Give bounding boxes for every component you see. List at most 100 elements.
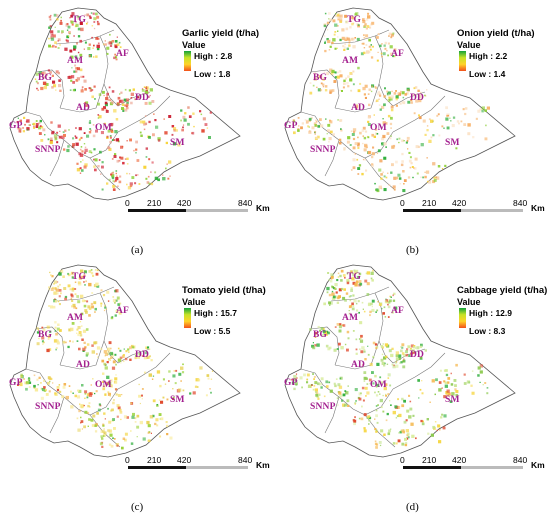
yield-pixel [306,119,309,123]
yield-pixel [333,382,336,385]
yield-pixel [106,182,109,185]
yield-pixel [104,352,109,356]
yield-pixel [416,172,419,175]
yield-pixel [414,86,418,89]
yield-pixel [383,175,386,178]
yield-pixel [352,137,356,141]
yield-pixel [367,93,370,95]
yield-pixel [367,150,372,155]
yield-pixel [443,380,446,383]
yield-pixel [78,16,80,18]
yield-pixel [19,127,22,131]
yield-pixel [88,282,92,287]
yield-pixel [100,302,103,305]
yield-pixel [395,98,398,101]
yield-pixel [426,418,429,421]
yield-pixel [435,378,438,382]
yield-pixel [327,123,331,127]
yield-pixel [316,74,320,77]
yield-pixel [114,45,118,49]
yield-pixel [355,400,357,402]
yield-pixel [103,431,107,435]
yield-pixel [91,391,94,394]
yield-pixel [134,421,137,423]
yield-pixel [42,81,47,85]
yield-pixel [449,400,453,403]
yield-pixel [139,402,141,405]
yield-pixel [166,424,169,428]
yield-pixel [384,383,388,386]
yield-pixel [80,75,83,78]
yield-pixel [351,22,354,26]
yield-pixel [91,25,94,27]
scale-tick-840: 840 [513,455,528,465]
yield-pixel [59,269,64,274]
yield-pixel [112,184,116,188]
yield-pixel [394,361,397,364]
yield-pixel [383,306,386,309]
yield-pixel [352,273,356,277]
yield-pixel [87,47,91,51]
yield-pixel [354,283,358,287]
yield-pixel [389,122,393,126]
yield-pixel [65,23,69,27]
yield-pixel [155,125,159,129]
yield-pixel [47,138,50,141]
yield-pixel [401,442,405,446]
yield-pixel [97,356,99,358]
yield-pixel [406,432,410,436]
yield-pixel [380,173,383,176]
yield-pixel [93,17,97,21]
yield-pixel [431,379,435,383]
yield-pixel [366,25,370,28]
yield-pixel [51,275,54,278]
yield-pixel [486,392,489,395]
yield-pixel [293,131,296,135]
yield-pixel [80,146,83,148]
yield-pixel [49,330,52,333]
yield-pixel [340,279,343,282]
region-label-dd: DD [410,350,425,360]
yield-pixel [76,15,79,18]
yield-pixel [98,159,101,161]
yield-pixel [362,399,365,402]
yield-pixel [88,43,91,46]
yield-pixel [400,346,402,348]
yield-pixel [384,47,387,50]
yield-pixel [58,289,62,292]
yield-pixel [371,163,374,166]
yield-pixel [343,79,346,82]
yield-pixel [374,374,377,378]
yield-pixel [361,129,365,132]
yield-pixel [426,129,429,132]
yield-pixel [86,22,88,25]
yield-pixel [192,391,196,395]
yield-pixel [112,296,115,298]
yield-pixel [345,20,349,24]
yield-pixel [337,276,340,278]
yield-pixel [115,393,118,396]
yield-pixel [419,345,423,348]
yield-pixel [152,133,155,137]
yield-pixel [346,271,349,274]
region-label-snnp: SNNP [310,402,336,412]
yield-pixel [359,82,362,85]
yield-pixel [401,152,404,156]
yield-pixel [379,393,381,395]
yield-pixel [55,347,58,349]
scale-tick-210: 210 [147,198,162,208]
region-label-gp: GP [9,121,23,131]
yield-pixel [117,185,119,187]
yield-pixel [385,394,387,397]
yield-pixel [115,388,118,391]
yield-pixel [38,122,41,125]
yield-pixel [50,30,54,34]
yield-pixel [422,119,426,123]
yield-pixel [391,363,394,366]
yield-pixel [20,375,23,378]
yield-pixel [346,140,350,144]
yield-pixel [401,346,404,349]
yield-pixel [397,92,400,95]
yield-pixel [353,152,356,155]
yield-pixel [337,30,339,32]
